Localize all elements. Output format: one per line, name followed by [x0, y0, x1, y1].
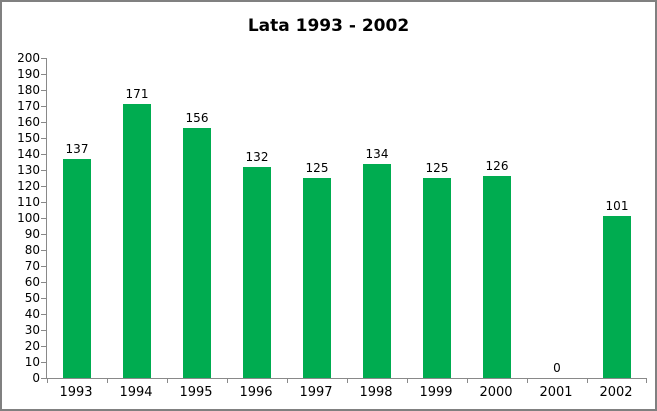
bar-value-label: 137 [65, 141, 89, 156]
x-axis-label: 1995 [179, 385, 213, 400]
y-axis-tick [41, 377, 46, 379]
chart-title: Lata 1993 - 2002 [247, 16, 410, 36]
y-axis-tick [41, 57, 46, 59]
bar-1994 [123, 104, 151, 378]
y-axis-tick-label: 200 [17, 51, 40, 65]
y-axis-tick-label: 160 [17, 115, 40, 129]
y-axis-tick [41, 73, 46, 75]
bar-value-label: 156 [185, 111, 209, 126]
y-axis-tick [41, 297, 46, 299]
y-axis-tick-label: 0 [32, 371, 40, 385]
y-axis-tick [41, 329, 46, 331]
y-axis-tick [41, 169, 46, 171]
y-axis-tick-label: 170 [17, 99, 40, 113]
bar-1995 [183, 128, 211, 378]
y-axis-tick-label: 100 [17, 211, 40, 225]
bar-group-2000: 126 [467, 58, 527, 378]
bar-value-label: 171 [125, 87, 149, 102]
bar-group-1998: 134 [347, 58, 407, 378]
y-axis-tick-label: 20 [24, 339, 40, 353]
y-axis-tick-label: 80 [24, 243, 40, 257]
y-axis-tick [41, 265, 46, 267]
bar-group-1994: 171 [107, 58, 167, 378]
y-axis-tick-label: 110 [17, 195, 40, 209]
x-axis-label: 1993 [59, 385, 93, 400]
bar-group-2002: 101 [587, 58, 647, 378]
y-axis-tick-label: 30 [24, 323, 40, 337]
y-axis-tick-label: 40 [24, 307, 40, 321]
y-axis-tick [41, 233, 46, 235]
bar-1998 [363, 163, 391, 378]
x-axis-label: 1997 [299, 385, 333, 400]
y-axis-tick-label: 150 [17, 131, 40, 145]
y-axis-tick-label: 10 [24, 355, 40, 369]
bar-1993 [63, 158, 91, 378]
bar-value-label: 132 [245, 149, 269, 164]
bar-value-label: 134 [365, 146, 389, 161]
bar-1999 [423, 178, 451, 378]
bar-2000 [483, 176, 511, 378]
bar-1997 [303, 178, 331, 378]
bar-value-label: 125 [305, 161, 329, 175]
y-axis-tick-label: 190 [17, 67, 40, 81]
y-axis-tick-label: 120 [17, 179, 40, 193]
y-axis-tick [41, 153, 46, 155]
x-axis-labels: 1993 1994 1995 1996 1997 1998 1999 2000 2001 2002 [46, 386, 646, 399]
bar-group-1997: 125 [287, 58, 347, 378]
x-axis-tick [167, 378, 168, 383]
x-axis-label: 2000 [479, 385, 513, 400]
x-axis-tick [467, 378, 468, 383]
y-axis: 0 10 20 30 40 50 60 70 80 90 100 110 120 130 140 150 160… [2, 52, 40, 384]
x-axis-tick [347, 378, 348, 383]
y-axis-tick-label: 90 [24, 227, 40, 241]
y-axis-tick [41, 185, 46, 187]
x-axis-tick [527, 378, 528, 383]
bar-2002 [603, 216, 631, 378]
x-axis-tick [107, 378, 108, 383]
x-axis-tick [587, 378, 588, 383]
y-axis-tick [41, 201, 46, 203]
y-axis-tick [41, 121, 46, 123]
x-axis-label: 2001 [539, 385, 573, 400]
y-axis-tick [41, 313, 46, 315]
bar-group-1993: 137 [47, 58, 107, 378]
x-axis-label: 1994 [119, 385, 153, 400]
y-axis-tick [41, 105, 46, 107]
y-axis-tick-label: 140 [17, 147, 40, 161]
x-axis-tick [287, 378, 288, 383]
x-axis-label: 1996 [239, 385, 273, 400]
x-axis-label: 1998 [359, 385, 393, 400]
x-axis-tick [227, 378, 228, 383]
x-axis-label: 2002 [599, 385, 633, 400]
y-axis-tick [41, 137, 46, 139]
y-axis-tick [41, 217, 46, 219]
plot-area: 137 171 156 132 125 134 125 126 0 101 [41, 57, 647, 383]
y-axis-tick-label: 180 [17, 83, 40, 97]
x-axis-tick [407, 378, 408, 383]
x-axis-label: 1999 [419, 385, 453, 400]
bar-group-1995: 156 [167, 58, 227, 378]
bar-1996 [243, 166, 271, 378]
y-axis-tick [41, 89, 46, 91]
bar-value-label: 126 [485, 159, 509, 174]
bar-value-label: 125 [425, 161, 449, 175]
bar-group-1999: 125 [407, 58, 467, 378]
y-axis-tick [41, 345, 46, 347]
y-axis-tick-label: 50 [24, 291, 40, 305]
bar-value-label: 101 [605, 199, 629, 214]
x-axis-tick [47, 378, 48, 383]
bar-group-1996: 132 [227, 58, 287, 378]
bar-value-label: 0 [553, 361, 561, 375]
y-axis-tick-label: 70 [24, 259, 40, 273]
bar-group-2001: 0 [527, 58, 587, 378]
y-axis-tick [41, 281, 46, 283]
x-axis-tick [646, 378, 647, 383]
y-axis-tick-label: 60 [24, 275, 40, 289]
y-axis-tick [41, 249, 46, 251]
y-axis-tick-label: 130 [17, 163, 40, 177]
y-axis-tick [41, 361, 46, 363]
